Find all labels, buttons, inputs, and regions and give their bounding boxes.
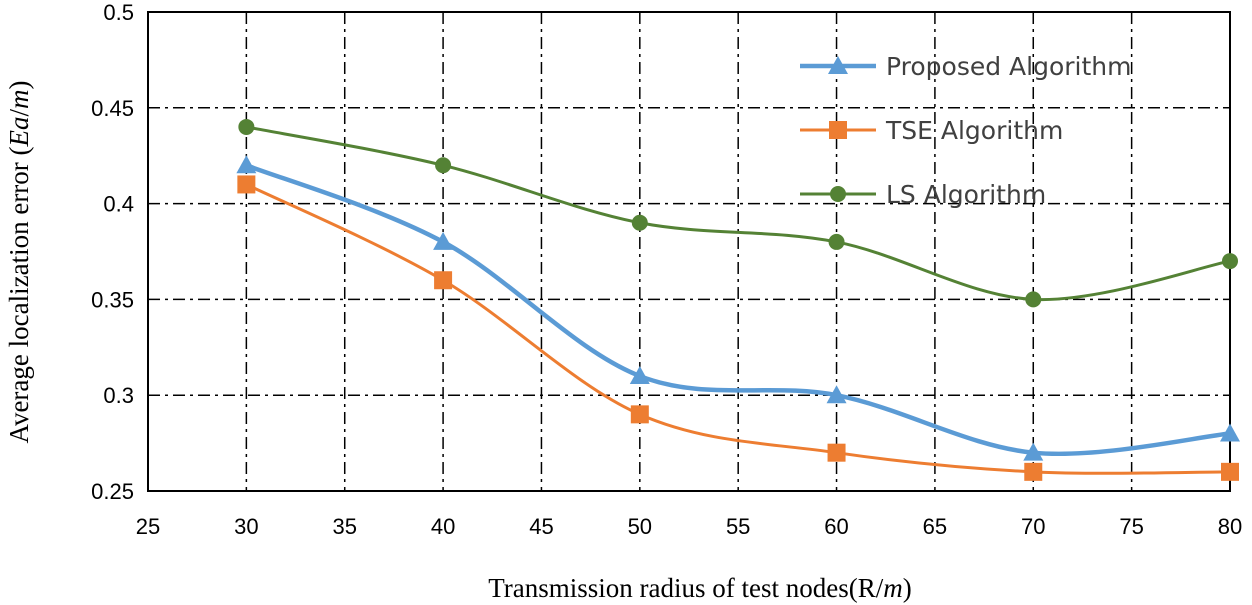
data-point-tse-algorithm bbox=[1024, 462, 1043, 481]
series-line-proposed-algorithm bbox=[244, 163, 1233, 457]
data-point-ls-algorithm bbox=[631, 214, 648, 231]
series-proposed-algorithm bbox=[236, 155, 1240, 461]
y-axis-title-unit: m bbox=[4, 89, 34, 109]
x-tick-label: 60 bbox=[824, 514, 848, 539]
x-axis-title-close: ) bbox=[903, 573, 912, 603]
data-point-proposed-algorithm bbox=[1220, 423, 1240, 442]
x-axis-title-text: Transmission radius of test nodes(R/ bbox=[488, 573, 884, 603]
y-axis-title-text: Average localization error ( bbox=[4, 146, 34, 443]
data-point-tse-algorithm bbox=[237, 175, 256, 194]
data-point-proposed-algorithm bbox=[433, 231, 454, 250]
x-tick-label: 35 bbox=[332, 514, 356, 539]
data-point-ls-algorithm bbox=[1025, 291, 1042, 308]
x-tick-label: 40 bbox=[431, 514, 455, 539]
data-point-ls-algorithm bbox=[238, 118, 255, 135]
x-axis-title: Transmission radius of test nodes(R/m) bbox=[488, 573, 912, 603]
data-point-proposed-algorithm bbox=[1023, 442, 1044, 461]
plot-area-frame bbox=[147, 11, 1231, 492]
legend-label: TSE Algorithm bbox=[885, 116, 1063, 145]
data-point-tse-algorithm bbox=[434, 271, 453, 290]
data-series bbox=[236, 118, 1240, 481]
legend-label: Proposed Algorithm bbox=[886, 52, 1131, 81]
y-axis-title-slash: / bbox=[4, 108, 34, 116]
legend-entry: TSE Algorithm bbox=[800, 116, 1063, 145]
data-point-proposed-algorithm bbox=[629, 366, 650, 385]
x-axis-title-unit: m bbox=[883, 573, 903, 603]
x-tick-label: 75 bbox=[1119, 514, 1143, 539]
data-point-ls-algorithm bbox=[435, 157, 452, 174]
y-axis-title-close: ) bbox=[4, 80, 34, 89]
series-ls-algorithm bbox=[238, 118, 1238, 308]
data-point-tse-algorithm bbox=[1221, 462, 1239, 481]
x-tick-label: 50 bbox=[628, 514, 652, 539]
x-axis-tick-labels: 25 30 35 40 45 50 55 60 65 70 75 80 bbox=[136, 514, 1242, 539]
y-tick-label: 0.35 bbox=[91, 287, 134, 312]
y-tick-label: 0.4 bbox=[103, 192, 134, 217]
gridlines bbox=[148, 12, 1230, 491]
data-point-tse-algorithm bbox=[630, 405, 649, 424]
series-tse-algorithm bbox=[237, 175, 1239, 481]
data-point-proposed-algorithm bbox=[826, 385, 847, 404]
legend-marker bbox=[829, 121, 847, 139]
y-tick-label: 0.45 bbox=[91, 96, 134, 121]
series-line-tse-algorithm bbox=[244, 182, 1232, 475]
legend-label: LS Algorithm bbox=[886, 180, 1046, 209]
y-axis-tick-labels: 0.25 0.3 0.35 0.4 0.45 0.5 bbox=[91, 0, 134, 504]
legend-marker bbox=[828, 56, 848, 74]
x-tick-label: 70 bbox=[1021, 514, 1045, 539]
data-point-ls-algorithm bbox=[828, 233, 845, 250]
x-tick-label: 80 bbox=[1218, 514, 1242, 539]
legend-marker bbox=[830, 186, 846, 202]
legend-entry: Proposed Algorithm bbox=[800, 52, 1131, 81]
x-tick-label: 65 bbox=[923, 514, 947, 539]
y-tick-label: 0.5 bbox=[103, 0, 134, 25]
x-tick-label: 25 bbox=[136, 514, 160, 539]
legend: Proposed Algorithm TSE Algorithm LS Algori… bbox=[800, 52, 1131, 209]
y-tick-label: 0.25 bbox=[91, 479, 134, 504]
x-tick-label: 45 bbox=[529, 514, 553, 539]
y-tick-label: 0.3 bbox=[103, 383, 134, 408]
legend-entry: LS Algorithm bbox=[800, 180, 1046, 209]
x-tick-label: 30 bbox=[234, 514, 258, 539]
data-point-proposed-algorithm bbox=[236, 155, 257, 174]
data-point-ls-algorithm bbox=[1222, 253, 1238, 270]
y-axis-title: Average localization error (Ea/m) bbox=[4, 80, 34, 443]
x-tick-label: 55 bbox=[726, 514, 750, 539]
y-axis-title-var: Ea bbox=[4, 116, 34, 147]
data-point-tse-algorithm bbox=[827, 443, 846, 462]
series-line-ls-algorithm bbox=[244, 125, 1232, 302]
